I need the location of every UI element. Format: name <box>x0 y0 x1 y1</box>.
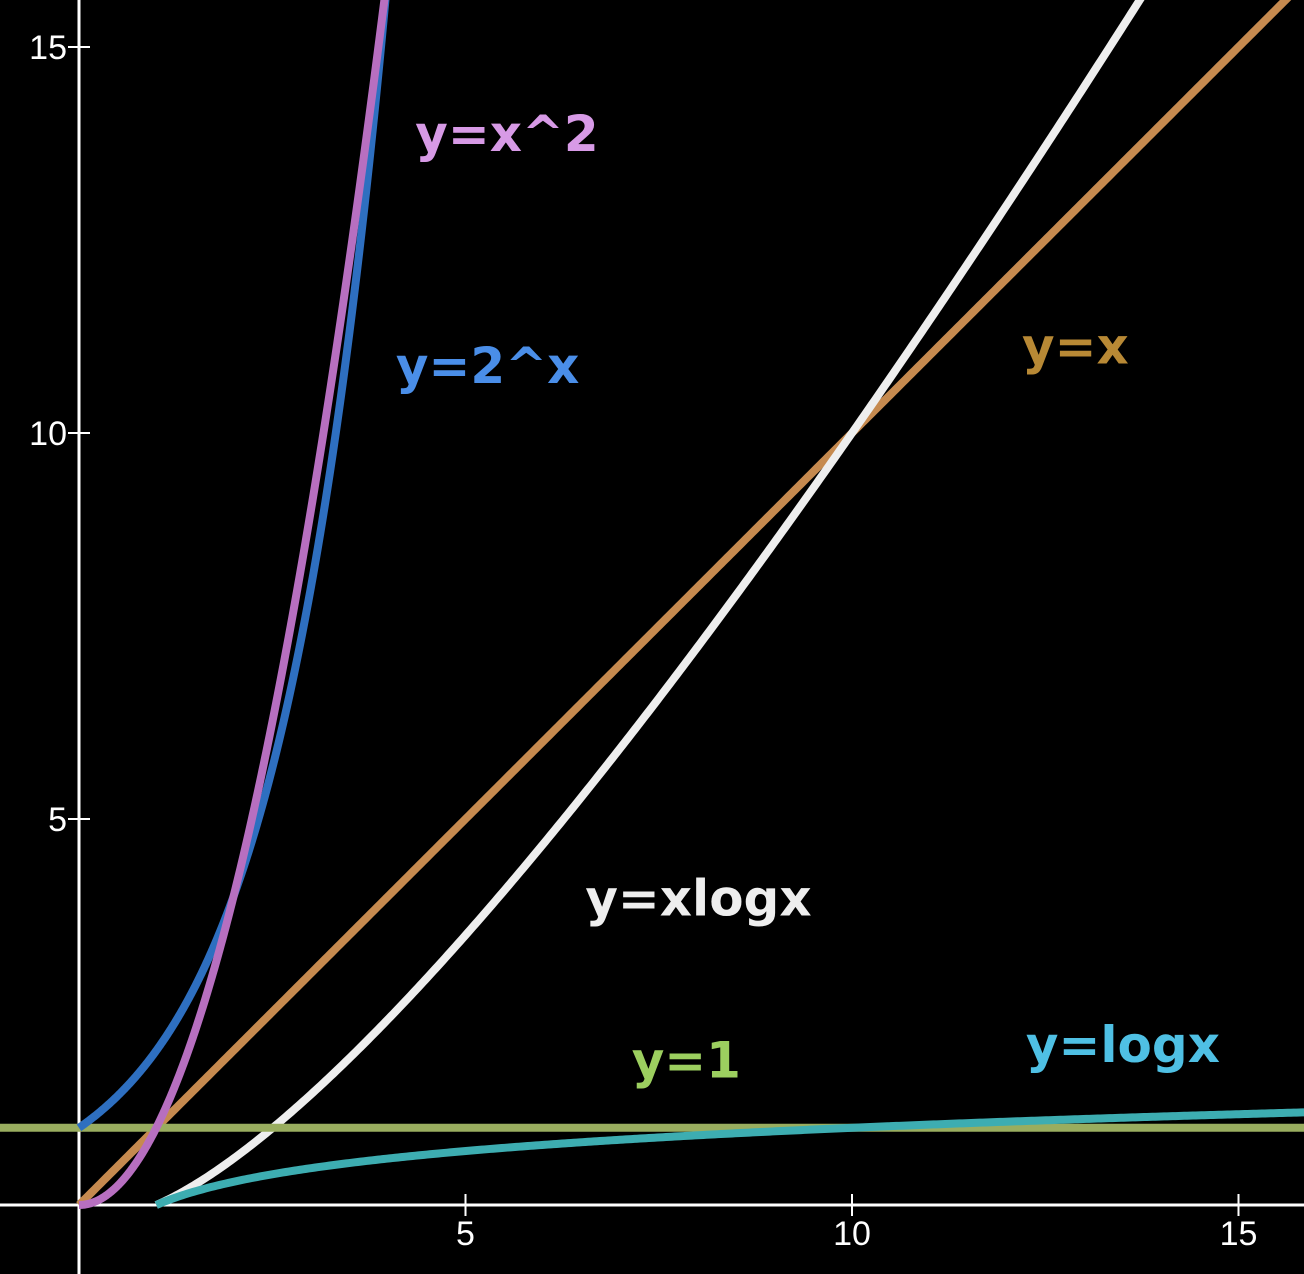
series-line-xlogx <box>154 0 1145 1209</box>
series-line-square <box>75 0 389 1209</box>
series-line-logx <box>154 1108 1304 1209</box>
series-line-linear <box>76 0 1292 1208</box>
y-tick-label: 15 <box>29 29 67 67</box>
curves <box>0 0 1304 1209</box>
series-label-pow2: y=2^x <box>396 337 579 395</box>
y-tick-label: 10 <box>29 415 67 453</box>
series-label-logx: y=logx <box>1026 1016 1220 1074</box>
x-tick-label: 15 <box>1220 1215 1258 1253</box>
series-label-const: y=1 <box>632 1032 741 1090</box>
x-tick-label: 10 <box>833 1215 871 1253</box>
series-label-xlogx: y=xlogx <box>585 870 811 928</box>
curve-labels: y=2^x y=x^2 y=xlogx y=x y=logx y=1 <box>396 105 1220 1089</box>
series-label-square: y=x^2 <box>415 105 598 163</box>
series-label-linear: y=x <box>1022 318 1129 376</box>
y-tick-label: 5 <box>48 801 67 839</box>
x-tick-label: 5 <box>456 1215 475 1253</box>
